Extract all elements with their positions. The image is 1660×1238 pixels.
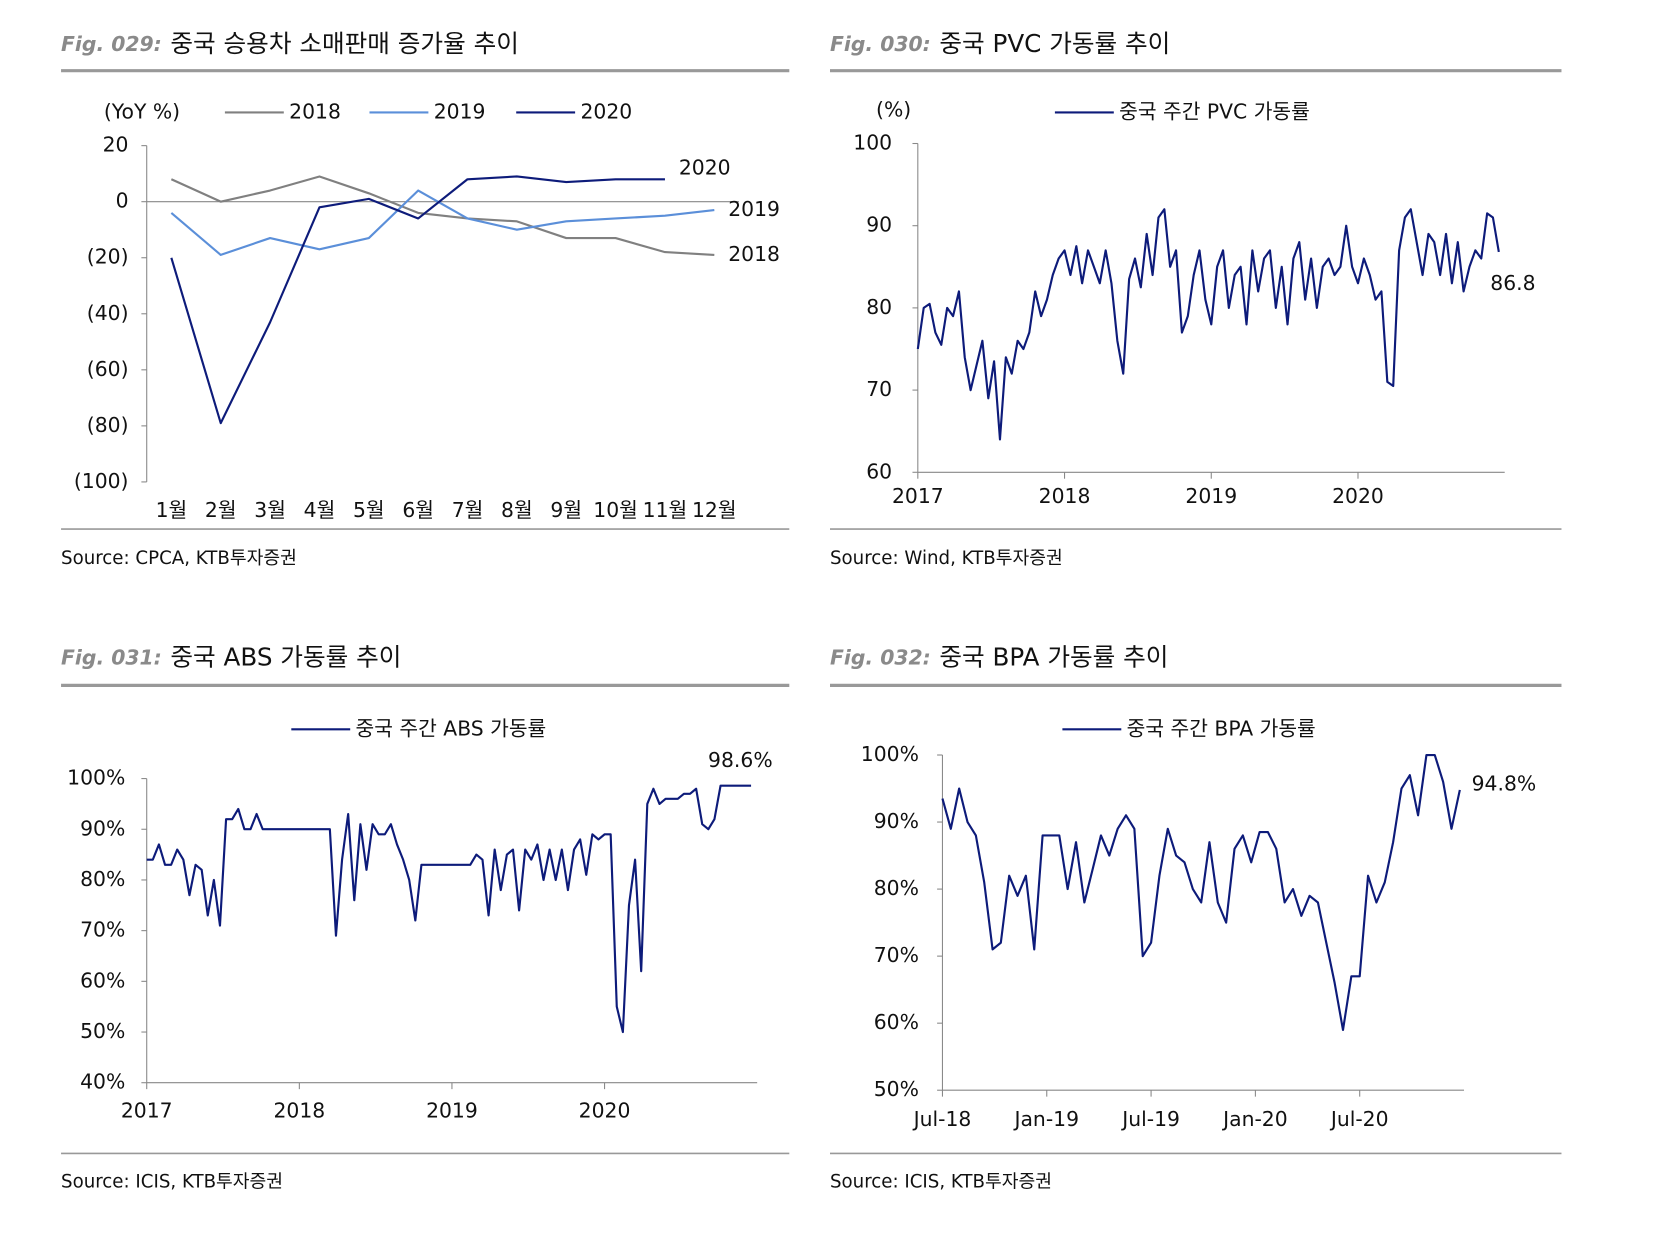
y-tick-label: 90%: [80, 816, 125, 840]
y-tick-label: 50%: [874, 1077, 919, 1101]
y-tick-label: 100%: [861, 742, 919, 766]
source: Source: ICIS, KTB투자증권: [830, 1171, 1052, 1192]
series-line: [941, 753, 1461, 1031]
legend-label: 2018: [289, 99, 341, 123]
chart-heading: Fig. 032: 중국 BPA 가동률 추이: [830, 643, 1168, 672]
series-end-label: 2020: [679, 156, 731, 180]
x-tick-label: 12월: [692, 498, 737, 522]
chart-panel: Fig. 031: 중국 ABS 가동률 추이 Source: ICIS, KTB투…: [61, 643, 790, 1192]
chart-title: 중국 승용차 소매판매 증가율 추이: [170, 29, 518, 58]
x-tick-label: 5월: [353, 498, 385, 522]
annotation: 86.8: [1490, 271, 1535, 295]
y-tick-label: 50%: [80, 1019, 125, 1043]
x-tick-label: 2019: [426, 1099, 478, 1123]
source: Source: Wind, KTB투자증권: [830, 548, 1063, 569]
series-line: [146, 784, 752, 1034]
chart-title: 중국 BPA 가동률 추이: [939, 643, 1168, 672]
y-axis-label: (YoY %): [104, 99, 180, 123]
legend-label: 중국 주간 PVC 가동률: [1119, 99, 1310, 123]
y-tick-label: 70%: [80, 918, 125, 942]
chart-panel: Fig. 029: 중국 승용차 소매판매 증가율 추이 Source: CPCA,…: [61, 29, 790, 569]
x-tick-label: Jan-19: [1012, 1107, 1079, 1131]
chart-panel: Fig. 030: 중국 PVC 가동률 추이 Source: Wind, KTB투…: [830, 29, 1562, 569]
y-tick-label: 60: [866, 459, 892, 483]
series-end-label: 2018: [728, 242, 780, 266]
y-tick-label: (40): [87, 301, 129, 325]
source: Source: ICIS, KTB투자증권: [61, 1171, 283, 1192]
y-tick-label: 90: [866, 213, 892, 237]
y-tick-label: 0: [116, 189, 129, 213]
chart-heading: Fig. 030: 중국 PVC 가동률 추이: [830, 29, 1170, 58]
chart-title: 중국 PVC 가동률 추이: [939, 29, 1170, 58]
x-tick-label: 2018: [273, 1099, 325, 1123]
chart-panel: Fig. 032: 중국 BPA 가동률 추이 Source: ICIS, KTB투…: [830, 643, 1562, 1192]
legend-label: 2019: [434, 99, 486, 123]
y-tick-label: 80%: [80, 867, 125, 891]
x-tick-label: 2017: [121, 1099, 173, 1123]
series-line: [916, 208, 1500, 441]
figure-number: Fig. 032:: [830, 646, 931, 670]
y-tick-label: 70: [866, 377, 892, 401]
y-tick-label: (60): [87, 357, 129, 381]
x-tick-label: 2020: [579, 1099, 631, 1123]
series-line: [170, 175, 715, 256]
y-tick-label: 70%: [874, 943, 919, 967]
chart-heading: Fig. 031: 중국 ABS 가동률 추이: [61, 643, 401, 672]
x-tick-label: 2017: [892, 484, 944, 508]
x-tick-label: 6월: [402, 498, 434, 522]
x-tick-label: Jan-20: [1221, 1107, 1288, 1131]
y-tick-label: (100): [74, 469, 129, 493]
x-tick-label: 3월: [254, 498, 286, 522]
x-tick-label: 7월: [452, 498, 484, 522]
x-tick-label: 2020: [1332, 484, 1384, 508]
chart-heading: Fig. 029: 중국 승용차 소매판매 증가율 추이: [61, 29, 519, 58]
x-tick-label: 1월: [156, 498, 188, 522]
x-tick-label: Jul-18: [912, 1107, 972, 1131]
x-tick-label: 2019: [1185, 484, 1237, 508]
x-tick-label: 9월: [550, 498, 582, 522]
chart-title: 중국 ABS 가동률 추이: [170, 643, 401, 672]
y-tick-label: 90%: [874, 809, 919, 833]
y-tick-label: 60%: [80, 968, 125, 992]
y-tick-label: 100: [853, 131, 892, 155]
annotation: 94.8%: [1472, 772, 1537, 796]
y-tick-label: 100%: [67, 766, 125, 790]
y-tick-label: 40%: [80, 1070, 125, 1094]
y-tick-label: 60%: [874, 1010, 919, 1034]
annotation: 98.6%: [708, 748, 773, 772]
y-tick-label: (20): [87, 245, 129, 269]
legend-label: 중국 주간 ABS 가동률: [356, 716, 547, 740]
figure-number: Fig. 029:: [61, 32, 162, 56]
y-axis-label: (%): [876, 97, 911, 121]
x-tick-label: 10월: [593, 498, 638, 522]
figure-number: Fig. 031:: [61, 646, 162, 670]
figure-number: Fig. 030:: [830, 32, 931, 56]
y-tick-label: (80): [87, 413, 129, 437]
legend-label: 2020: [580, 99, 632, 123]
x-tick-label: 8월: [501, 498, 533, 522]
x-tick-label: 4월: [304, 498, 336, 522]
series-line: [170, 175, 665, 425]
legend-label: 중국 주간 BPA 가동률: [1127, 716, 1316, 740]
y-tick-label: 80%: [874, 876, 919, 900]
y-tick-label: 80: [866, 295, 892, 319]
x-tick-label: Jul-20: [1329, 1107, 1389, 1131]
source: Source: CPCA, KTB투자증권: [61, 548, 297, 569]
x-tick-label: 2월: [205, 498, 237, 522]
x-tick-label: 2018: [1039, 484, 1091, 508]
x-tick-label: Jul-19: [1120, 1107, 1180, 1131]
y-tick-label: 20: [103, 133, 129, 157]
series-line: [170, 189, 715, 256]
series-end-label: 2019: [728, 197, 780, 221]
x-tick-label: 11월: [643, 498, 688, 522]
